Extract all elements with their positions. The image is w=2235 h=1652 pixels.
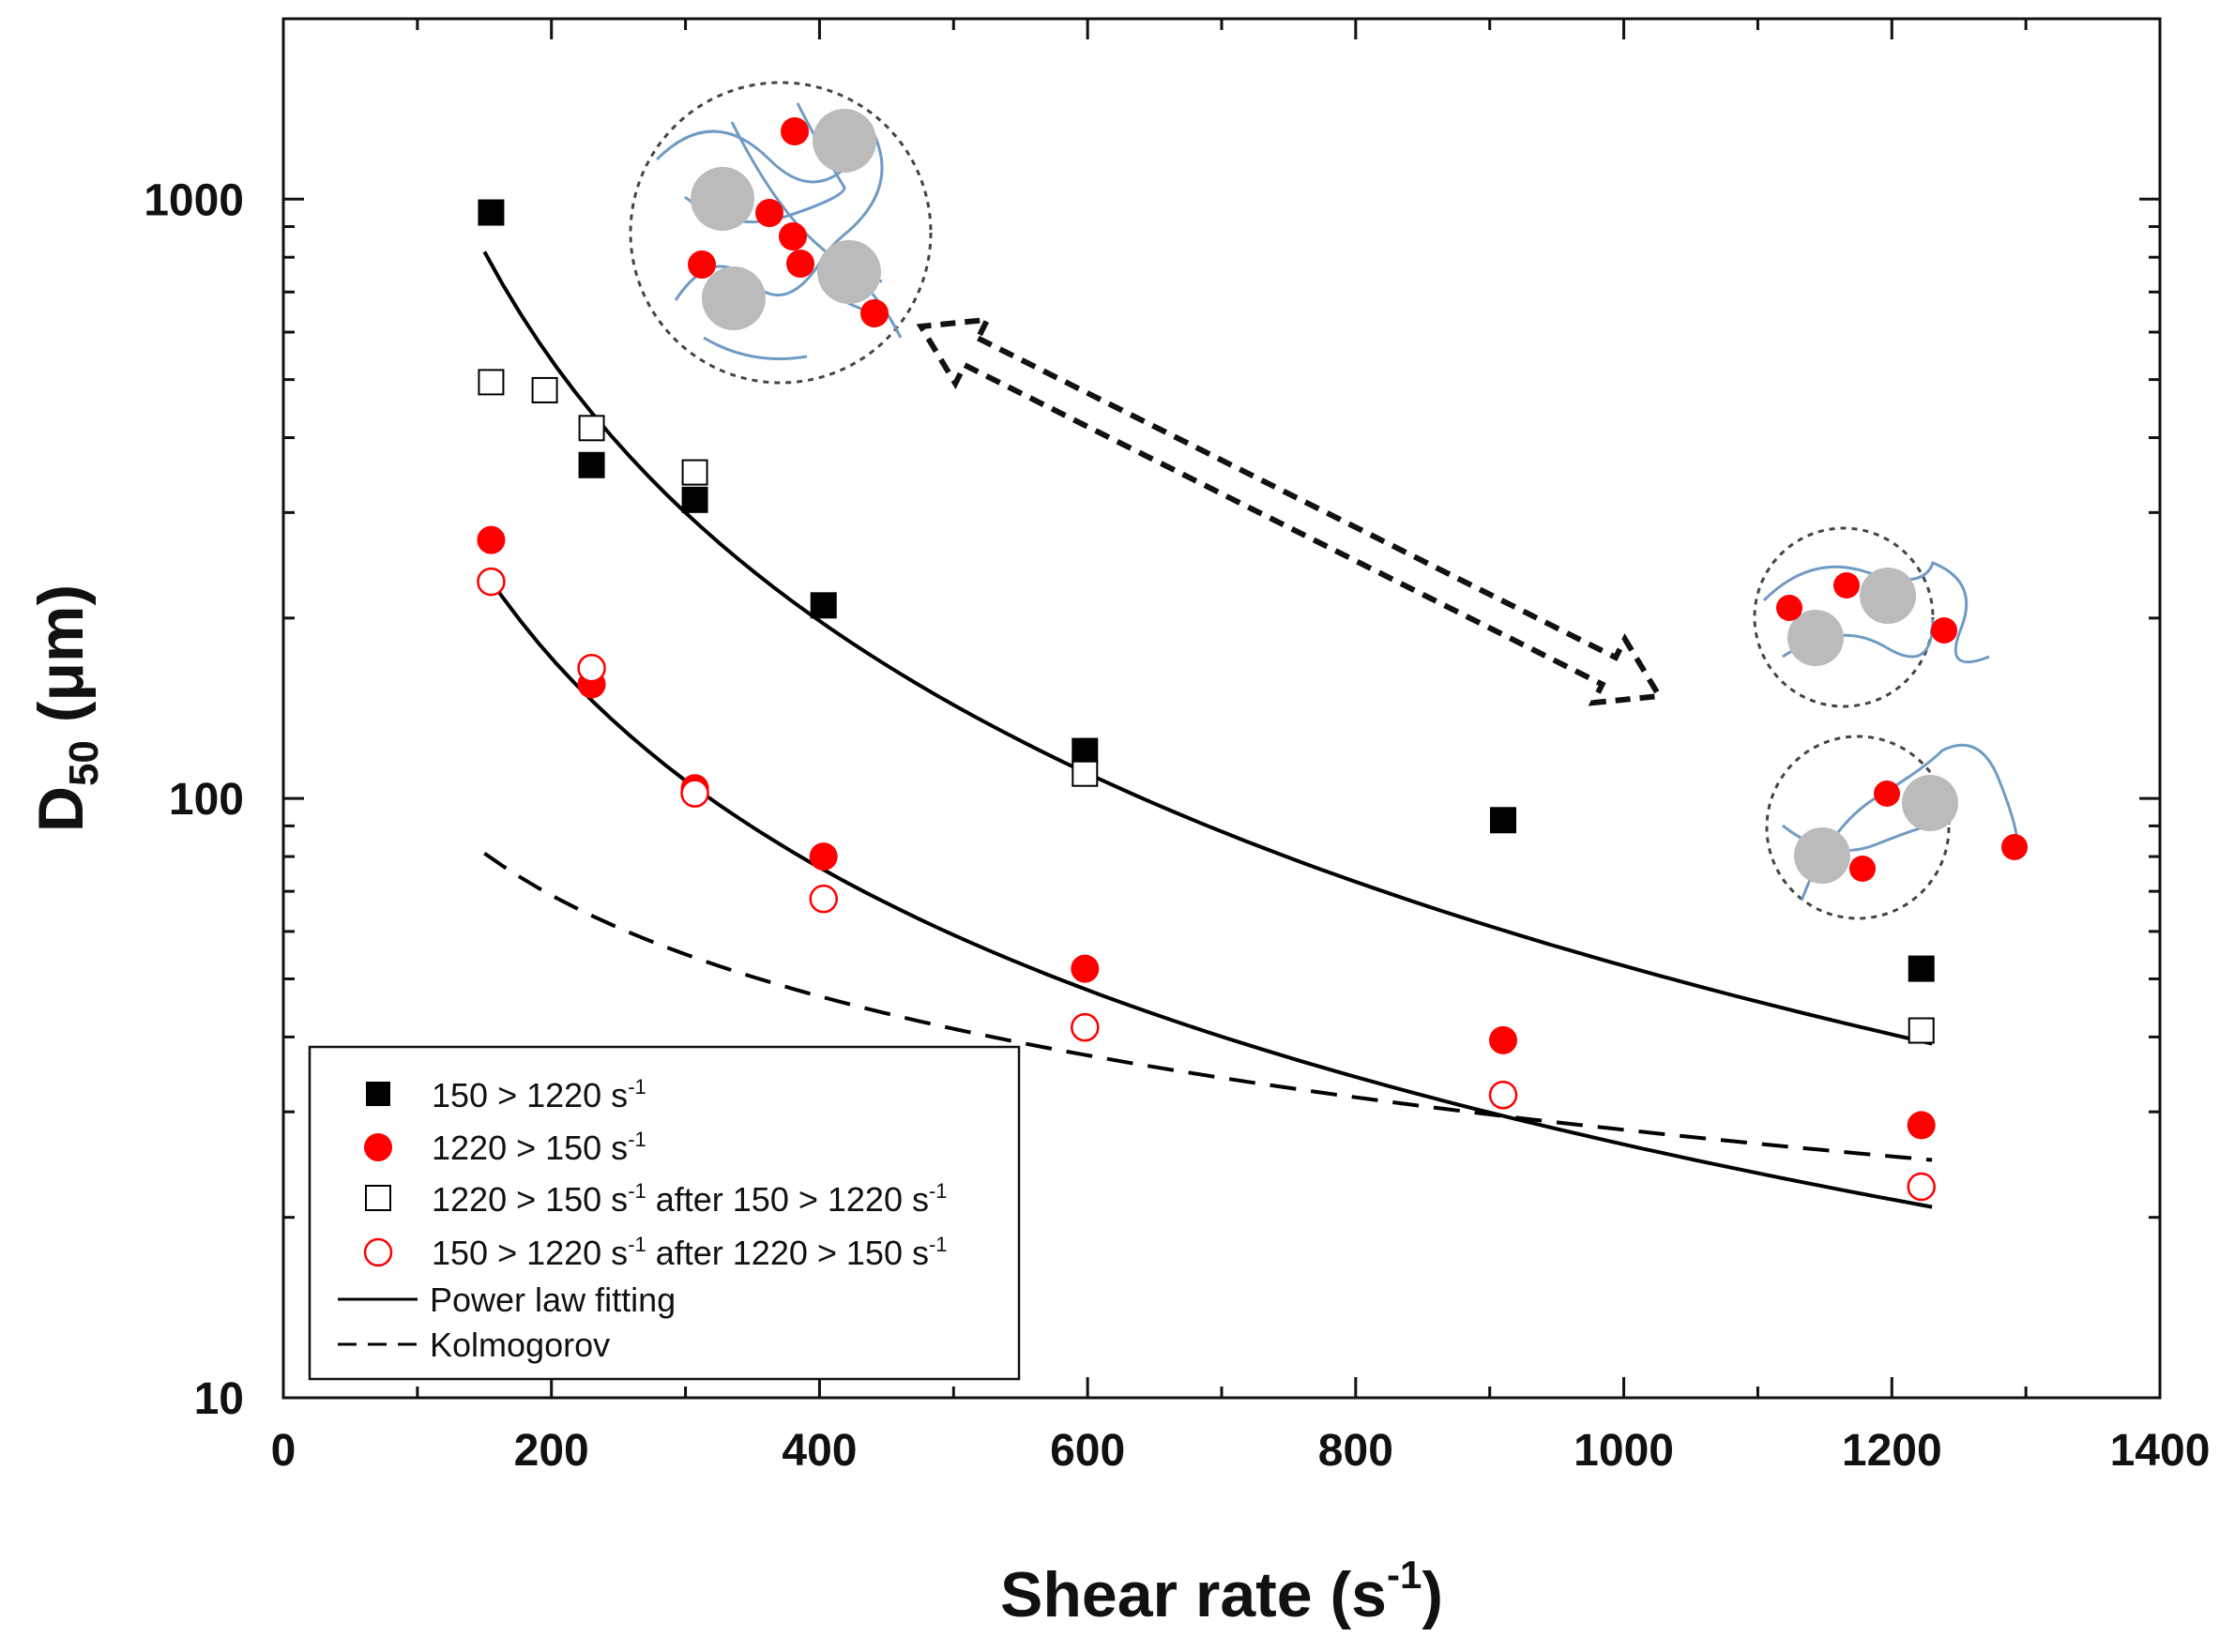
svg-text:Kolmogorov: Kolmogorov	[430, 1326, 610, 1364]
legend-marker-open-square	[365, 1185, 391, 1211]
legend-label: Kolmogorov	[430, 1326, 610, 1364]
legend-item: 1220 > 150 s-1 after 150 > 1220 s-1	[365, 1179, 948, 1219]
data-point-filled-square	[1490, 807, 1516, 834]
data-point-filled-square	[478, 199, 505, 226]
svg-text:150 > 1220 s-1: 150 > 1220 s-1	[432, 1075, 646, 1114]
kolmogorov-curve	[483, 851, 1933, 1162]
power-law-fit-curve	[482, 250, 1933, 1046]
y-tick-label: 100	[169, 775, 244, 825]
small-floc-inset-icon	[1753, 526, 1990, 708]
data-point-filled-circle	[477, 525, 506, 554]
x-tick-label: 800	[1318, 1426, 1393, 1476]
y-axis-title-sub: 50	[61, 740, 107, 786]
data-point-open-circle	[680, 779, 709, 808]
x-axis-title-close: )	[1422, 1559, 1443, 1630]
legend-label: 1220 > 150 s	[432, 1180, 628, 1219]
x-tick-label: 400	[782, 1426, 857, 1476]
data-point-open-square	[531, 376, 558, 403]
legend-label-mid: after 1220 > 150 s	[646, 1234, 929, 1272]
x-tick-label: 200	[514, 1426, 589, 1476]
x-axis-title-main: Shear rate (s	[1000, 1559, 1387, 1630]
data-point-open-circle	[477, 567, 506, 597]
legend-label-sup: -1	[929, 1233, 948, 1256]
x-tick-label: 1400	[2110, 1426, 2211, 1476]
x-tick-label: 0	[271, 1426, 296, 1476]
x-axis-title: Shear rate (s-1)	[1000, 1553, 1443, 1630]
data-point-open-square	[1908, 1017, 1935, 1044]
data-point-filled-circle	[1907, 1111, 1936, 1140]
data-point-filled-circle	[1071, 954, 1100, 983]
legend-label: 150 > 1220 s	[432, 1076, 628, 1114]
data-point-open-circle	[809, 884, 838, 914]
svg-text:150 > 1220 s-1 after 1220 > 15: 150 > 1220 s-1 after 1220 > 150 s-1	[432, 1233, 948, 1272]
legend-item: Power law fitting	[338, 1281, 676, 1319]
data-point-open-circle	[1488, 1081, 1518, 1110]
legend-item: Kolmogorov	[338, 1326, 610, 1364]
y-tick-label: 1000	[144, 175, 244, 225]
data-point-open-square	[478, 369, 505, 396]
data-markers	[477, 199, 1936, 1202]
legend-label-mid: after 150 > 1220 s	[646, 1180, 929, 1219]
x-tick-label: 1000	[1574, 1426, 1674, 1476]
svg-text:Power law fitting: Power law fitting	[430, 1281, 676, 1319]
legend-label-sup: -1	[628, 1233, 646, 1256]
legend-item: 150 > 1220 s-1	[366, 1075, 646, 1114]
data-point-filled-square	[810, 592, 837, 619]
y-axis-title: D50 (μm)	[25, 584, 107, 832]
y-axis-title-unit: (μm)	[25, 584, 97, 740]
legend-label-sup: -1	[929, 1179, 948, 1203]
data-point-open-square	[681, 459, 708, 486]
legend-marker-open-circle	[363, 1237, 393, 1267]
svg-text:1220 > 150 s-1: 1220 > 150 s-1	[432, 1128, 646, 1167]
svg-text:1220 > 150 s-1 after 150 > 122: 1220 > 150 s-1 after 150 > 1220 s-1	[432, 1179, 948, 1219]
data-point-filled-square	[1908, 955, 1935, 982]
data-point-filled-circle	[809, 842, 838, 871]
legend-label-sup: -1	[628, 1179, 646, 1203]
double-arrow-icon	[916, 316, 1665, 706]
x-tick-label: 1200	[1842, 1426, 1942, 1476]
x-tick-label: 600	[1050, 1426, 1125, 1476]
legend-label: Power law fitting	[430, 1281, 676, 1319]
axes: 0 200 400 600 800 1000 1200 1400 10 100 1000	[144, 17, 2211, 1476]
data-point-open-circle	[1907, 1172, 1936, 1202]
data-point-open-circle	[1071, 1012, 1100, 1042]
data-point-open-circle	[577, 653, 606, 683]
small-floc-inset-icon	[1765, 735, 2028, 920]
data-point-filled-circle	[1489, 1025, 1517, 1054]
legend-marker-filled-circle	[364, 1133, 392, 1161]
legend-label: 1220 > 150 s	[432, 1129, 628, 1167]
large-floc-inset-icon	[629, 81, 933, 385]
x-axis-title-sup: -1	[1387, 1553, 1422, 1597]
legend-item: 1220 > 150 s-1	[364, 1128, 646, 1167]
legend-item: 150 > 1220 s-1 after 1220 > 150 s-1	[363, 1233, 948, 1272]
legend-label-sup: -1	[628, 1128, 646, 1151]
power-law-fit-curve	[482, 569, 1933, 1209]
data-point-open-square	[578, 415, 605, 442]
data-point-filled-square	[578, 451, 605, 478]
data-point-open-square	[1072, 760, 1099, 787]
data-point-filled-square	[681, 486, 708, 513]
fit-curves	[482, 250, 1933, 1209]
data-point-filled-square	[1072, 737, 1099, 765]
legend-marker-filled-square	[366, 1082, 390, 1106]
y-axis-title-main: D	[25, 786, 97, 832]
y-tick-label: 10	[194, 1374, 244, 1424]
legend: 150 > 1220 s-1 1220 > 150 s-1 1220 > 150…	[308, 1045, 1021, 1381]
legend-label: 150 > 1220 s	[432, 1234, 628, 1272]
legend-label-sup: -1	[628, 1075, 646, 1099]
